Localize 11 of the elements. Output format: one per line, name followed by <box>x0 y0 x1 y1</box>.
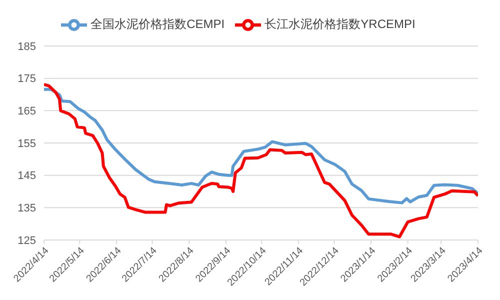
line-series <box>44 82 478 238</box>
y-tick-label: 145 <box>18 170 36 182</box>
y-tick-label: 175 <box>18 73 36 86</box>
y-tick-label: 165 <box>18 106 36 118</box>
legend-label: 全国水泥价格指数CEMPI <box>90 17 225 32</box>
line-series <box>44 88 478 204</box>
y-tick-label: 155 <box>18 138 36 150</box>
y-tick-label: 125 <box>18 234 36 247</box>
y-tick-label: 135 <box>18 202 36 215</box>
legend-label: 长江水泥价格指数YRCEMPI <box>264 17 416 32</box>
y-tick-label: 185 <box>18 40 36 53</box>
